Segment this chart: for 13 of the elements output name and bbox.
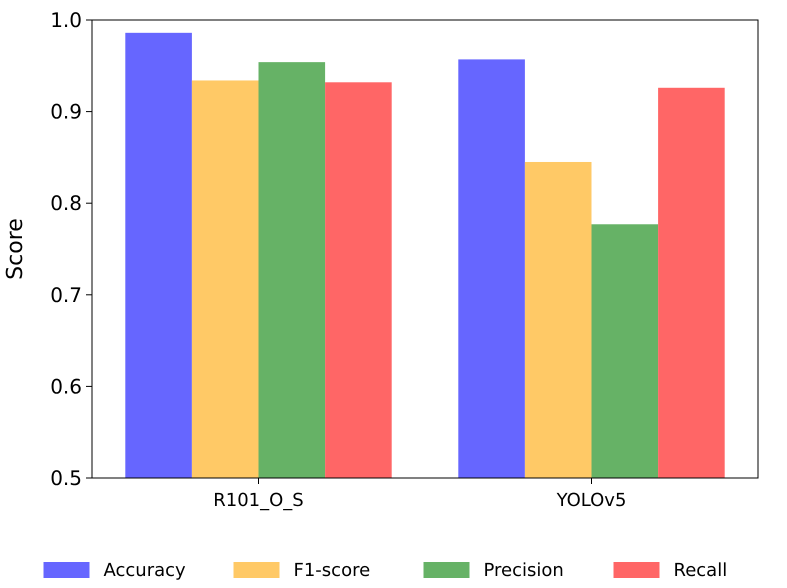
legend-label: Accuracy xyxy=(104,560,186,581)
x-tick-label: R101_O_S xyxy=(213,490,304,511)
legend-label: Recall xyxy=(674,560,728,581)
y-tick-label: 0.6 xyxy=(50,374,82,398)
legend-label: F1-score xyxy=(294,560,370,581)
x-tick-label: YOLOv5 xyxy=(556,490,626,511)
y-tick-label: 0.8 xyxy=(50,191,82,216)
y-tick-label: 0.7 xyxy=(50,282,82,307)
y-tick-label: 1.0 xyxy=(50,8,82,32)
y-axis-title: Score xyxy=(3,218,28,280)
legend-label: Precision xyxy=(484,560,564,581)
y-tick-label: 0.5 xyxy=(50,466,82,490)
y-tick-label: 0.9 xyxy=(50,100,82,124)
